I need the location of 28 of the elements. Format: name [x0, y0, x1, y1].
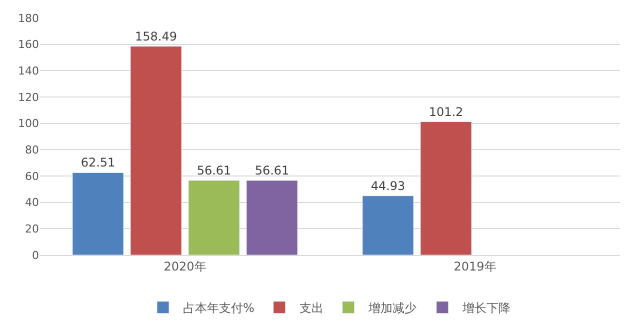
bar — [246, 180, 298, 255]
bar — [188, 180, 240, 255]
y-tick-label: 180 — [18, 12, 39, 25]
y-tick-label: 0 — [32, 248, 39, 262]
y-tick-label: 60 — [25, 170, 39, 183]
y-tick-label: 80 — [25, 144, 39, 157]
bar — [362, 196, 414, 255]
data-label: 44.93 — [370, 178, 406, 193]
y-tick-label: 100 — [18, 117, 39, 130]
y-tick-label: 40 — [25, 196, 39, 210]
data-label: 62.51 — [80, 156, 116, 170]
bar — [130, 46, 182, 255]
bar — [420, 122, 472, 255]
legend-label: 增加减少 — [367, 301, 416, 316]
bar — [72, 172, 124, 255]
x-tick-label: 2019年 — [454, 259, 496, 274]
data-label: 56.61 — [254, 163, 290, 178]
legend-label: 支出 — [299, 301, 324, 316]
x-tick-label: 2020年 — [164, 259, 206, 274]
legend-label: 占本年支付% — [183, 301, 254, 316]
y-tick-label: 160 — [18, 38, 39, 52]
y-tick-label: 120 — [18, 90, 39, 104]
data-label: 101.2 — [428, 104, 464, 119]
legend-label: 增长下降 — [461, 301, 510, 316]
y-tick-label: 20 — [25, 222, 39, 236]
data-label: 158.49 — [135, 29, 177, 44]
y-tick-label: 140 — [18, 64, 39, 78]
data-label: 56.61 — [196, 163, 232, 178]
